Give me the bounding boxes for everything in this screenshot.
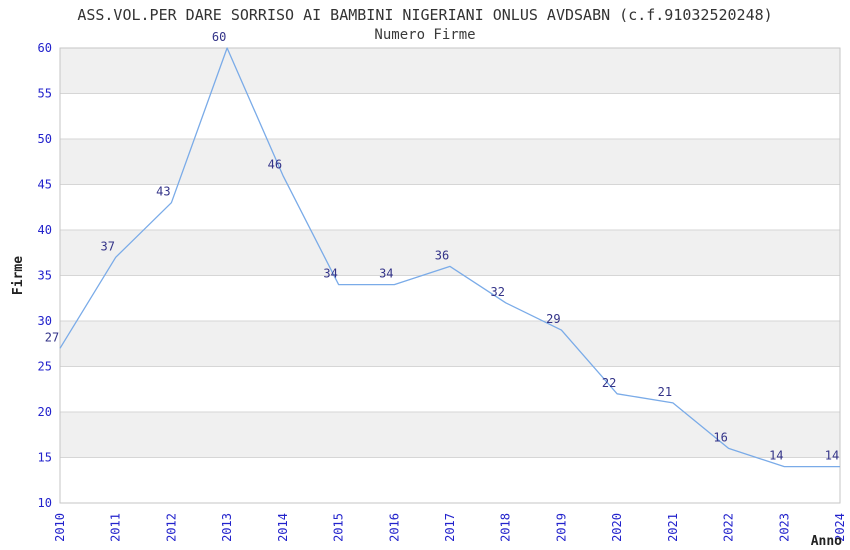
plot-band (60, 412, 840, 458)
x-tick-label: 2016 (387, 513, 401, 542)
data-label: 34 (379, 267, 393, 281)
y-tick-label: 25 (38, 360, 52, 374)
plot-border (59, 47, 841, 504)
plot-band (60, 139, 840, 185)
chart-title: ASS.VOL.PER DARE SORRISO AI BAMBINI NIGE… (77, 6, 773, 24)
x-tick-label: 2023 (777, 513, 791, 542)
data-label: 37 (100, 239, 114, 253)
plot-band (60, 321, 840, 367)
x-tick-label: 2020 (610, 513, 624, 542)
data-label: 14 (769, 449, 783, 463)
x-tick-label: 2018 (499, 513, 513, 542)
y-tick-label: 35 (38, 269, 52, 283)
data-label: 14 (825, 449, 839, 463)
y-tick-label: 30 (38, 314, 52, 328)
x-tick-label: 2014 (276, 513, 290, 542)
data-label: 32 (490, 285, 504, 299)
data-label: 21 (658, 385, 672, 399)
x-tick-label: 2013 (220, 513, 234, 542)
data-label: 43 (156, 185, 170, 199)
data-label: 22 (602, 376, 616, 390)
y-tick-label: 20 (38, 405, 52, 419)
x-tick-label: 2012 (164, 513, 178, 542)
x-axis-title: Anno (811, 534, 842, 549)
x-tick-label: 2022 (722, 513, 736, 542)
y-tick-label: 60 (38, 41, 52, 55)
y-tick-label: 40 (38, 223, 52, 237)
y-tick-label: 50 (38, 132, 52, 146)
plot-band (60, 48, 840, 94)
x-tick-label: 2010 (53, 513, 67, 542)
data-label: 29 (546, 312, 560, 326)
x-tick-label: 2024 (833, 513, 847, 542)
y-axis-title: Firme (11, 256, 26, 295)
y-tick-label: 55 (38, 87, 52, 101)
x-tick-label: 2015 (332, 513, 346, 542)
y-tick-label: 15 (38, 451, 52, 465)
data-label: 34 (323, 267, 337, 281)
data-label: 60 (212, 30, 226, 44)
y-tick-label: 10 (38, 496, 52, 510)
x-tick-label: 2011 (109, 513, 123, 542)
x-tick-label: 2021 (666, 513, 680, 542)
y-tick-label: 45 (38, 178, 52, 192)
data-label: 36 (435, 248, 449, 262)
data-label: 46 (268, 157, 282, 171)
x-tick-label: 2019 (554, 513, 568, 542)
plot-band (60, 230, 840, 276)
data-label: 27 (45, 330, 59, 344)
x-tick-label: 2017 (443, 513, 457, 542)
series-line (59, 47, 840, 468)
data-label: 16 (713, 430, 727, 444)
chart-subtitle: Numero Firme (374, 27, 476, 43)
